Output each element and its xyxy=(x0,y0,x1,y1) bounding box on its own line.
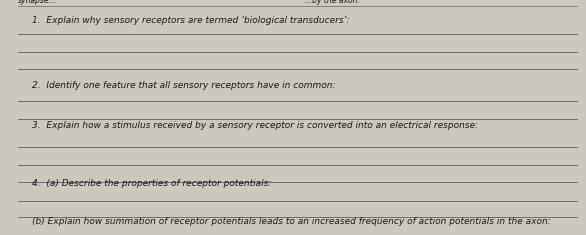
Text: 1.  Explain why sensory receptors are termed ‘biological transducers’:: 1. Explain why sensory receptors are ter… xyxy=(32,16,350,25)
Text: 2.  Identify one feature that all sensory receptors have in common:: 2. Identify one feature that all sensory… xyxy=(32,82,336,90)
Text: (b) Explain how summation of receptor potentials leads to an increased frequency: (b) Explain how summation of receptor po… xyxy=(32,217,551,226)
Text: ...by the axon.: ...by the axon. xyxy=(305,0,360,5)
Text: synapse...: synapse... xyxy=(18,0,56,5)
Text: 3.  Explain how a stimulus received by a sensory receptor is converted into an e: 3. Explain how a stimulus received by a … xyxy=(32,121,478,130)
Text: 4.  (a) Describe the properties of receptor potentials:: 4. (a) Describe the properties of recept… xyxy=(32,179,271,188)
